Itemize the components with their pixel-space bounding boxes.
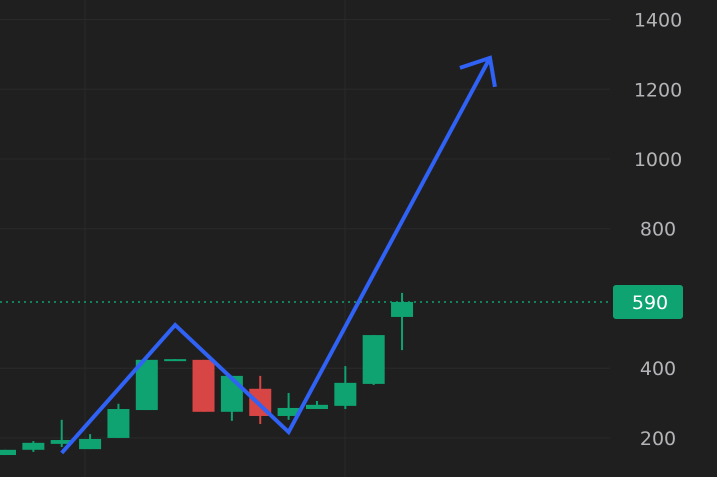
candle-body (362, 335, 385, 384)
candle-body (79, 438, 102, 450)
candle (0, 449, 16, 456)
arrow-head (459, 55, 497, 88)
y-tick-label: 200 (640, 428, 676, 450)
candle (192, 359, 215, 412)
candle-body (107, 409, 130, 438)
arrow-path (60, 56, 492, 455)
candle (135, 359, 158, 411)
candle-body (220, 375, 243, 412)
candle-body (305, 404, 328, 410)
candle-body (192, 359, 215, 412)
y-tick-label: 1200 (634, 79, 682, 101)
candle-body (135, 359, 158, 411)
candle-body (391, 301, 414, 317)
last-price-badge (613, 284, 683, 319)
y-tick-label: 1000 (634, 149, 682, 171)
candle (164, 359, 187, 362)
candle (334, 366, 357, 410)
y-tick-label: 1400 (634, 10, 682, 32)
candle-body (277, 407, 300, 416)
candle (107, 403, 130, 438)
candle-body (0, 449, 16, 456)
candle (220, 375, 243, 421)
price-axis[interactable]: 200 400 800 1000 1200 1400 (634, 10, 682, 450)
last-price-label: 590 (632, 292, 668, 314)
y-tick-label: 400 (640, 358, 676, 380)
candle (362, 335, 385, 385)
last-price-marker: 590 (0, 284, 683, 319)
candle (22, 441, 45, 452)
candle-body (22, 442, 45, 450)
grid-lines (0, 0, 610, 477)
candle (79, 434, 102, 450)
candle (305, 400, 328, 410)
y-tick-label: 800 (640, 219, 676, 241)
candle (277, 392, 300, 420)
candle-body (164, 359, 187, 362)
candle-body (50, 440, 73, 444)
candle (50, 419, 73, 448)
trend-arrow-annotation (60, 55, 497, 455)
candle-body (334, 382, 357, 406)
